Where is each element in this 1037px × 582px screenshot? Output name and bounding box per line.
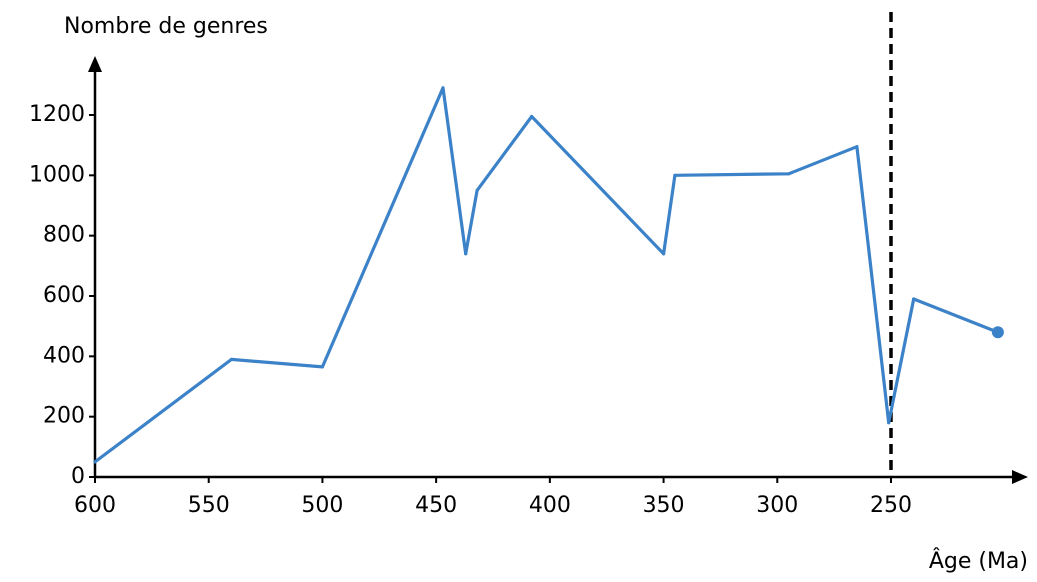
- data-point: [320, 365, 325, 369]
- y-tick-label: 400: [43, 343, 85, 368]
- data-point: [912, 297, 916, 301]
- x-axis-arrow: [1012, 470, 1028, 484]
- data-point: [441, 86, 445, 90]
- y-axis-ticks: 0 200 400 600 800 1000 1200: [29, 102, 95, 489]
- data-point: [673, 173, 677, 177]
- y-tick-label: 1000: [29, 162, 85, 187]
- data-point: [93, 460, 97, 464]
- x-tick-label: 400: [529, 493, 571, 518]
- series-group: [93, 86, 1004, 464]
- y-tick-label: 1200: [29, 102, 85, 127]
- y-tick-label: 200: [43, 404, 85, 429]
- data-point: [464, 252, 468, 256]
- x-tick-label: 250: [870, 493, 912, 518]
- data-point: [661, 252, 666, 256]
- x-axis-label: Âge (Ma): [929, 548, 1028, 574]
- end-point-marker: [991, 326, 1004, 339]
- y-axis-label: Nombre de genres: [64, 14, 268, 39]
- y-axis-arrow: [88, 56, 102, 72]
- data-point: [887, 421, 891, 425]
- x-tick-label: 600: [74, 493, 116, 518]
- data-point: [475, 188, 479, 193]
- x-tick-label: 500: [301, 493, 343, 518]
- x-tick-label: 550: [188, 493, 230, 518]
- data-point: [229, 357, 234, 361]
- axes: [88, 56, 1028, 484]
- y-tick-label: 800: [43, 223, 85, 248]
- x-tick-label: 350: [643, 493, 685, 518]
- x-tick-label: 300: [756, 493, 798, 518]
- data-point: [530, 114, 534, 119]
- x-tick-label: 450: [415, 493, 457, 518]
- y-tick-label: 0: [71, 464, 85, 489]
- data-point: [787, 172, 791, 176]
- y-tick-label: 600: [43, 283, 85, 308]
- data-point: [855, 145, 859, 149]
- series-line-0: [93, 86, 1000, 464]
- x-axis-ticks: 600 550 500 450 400 350 300 250: [74, 477, 912, 518]
